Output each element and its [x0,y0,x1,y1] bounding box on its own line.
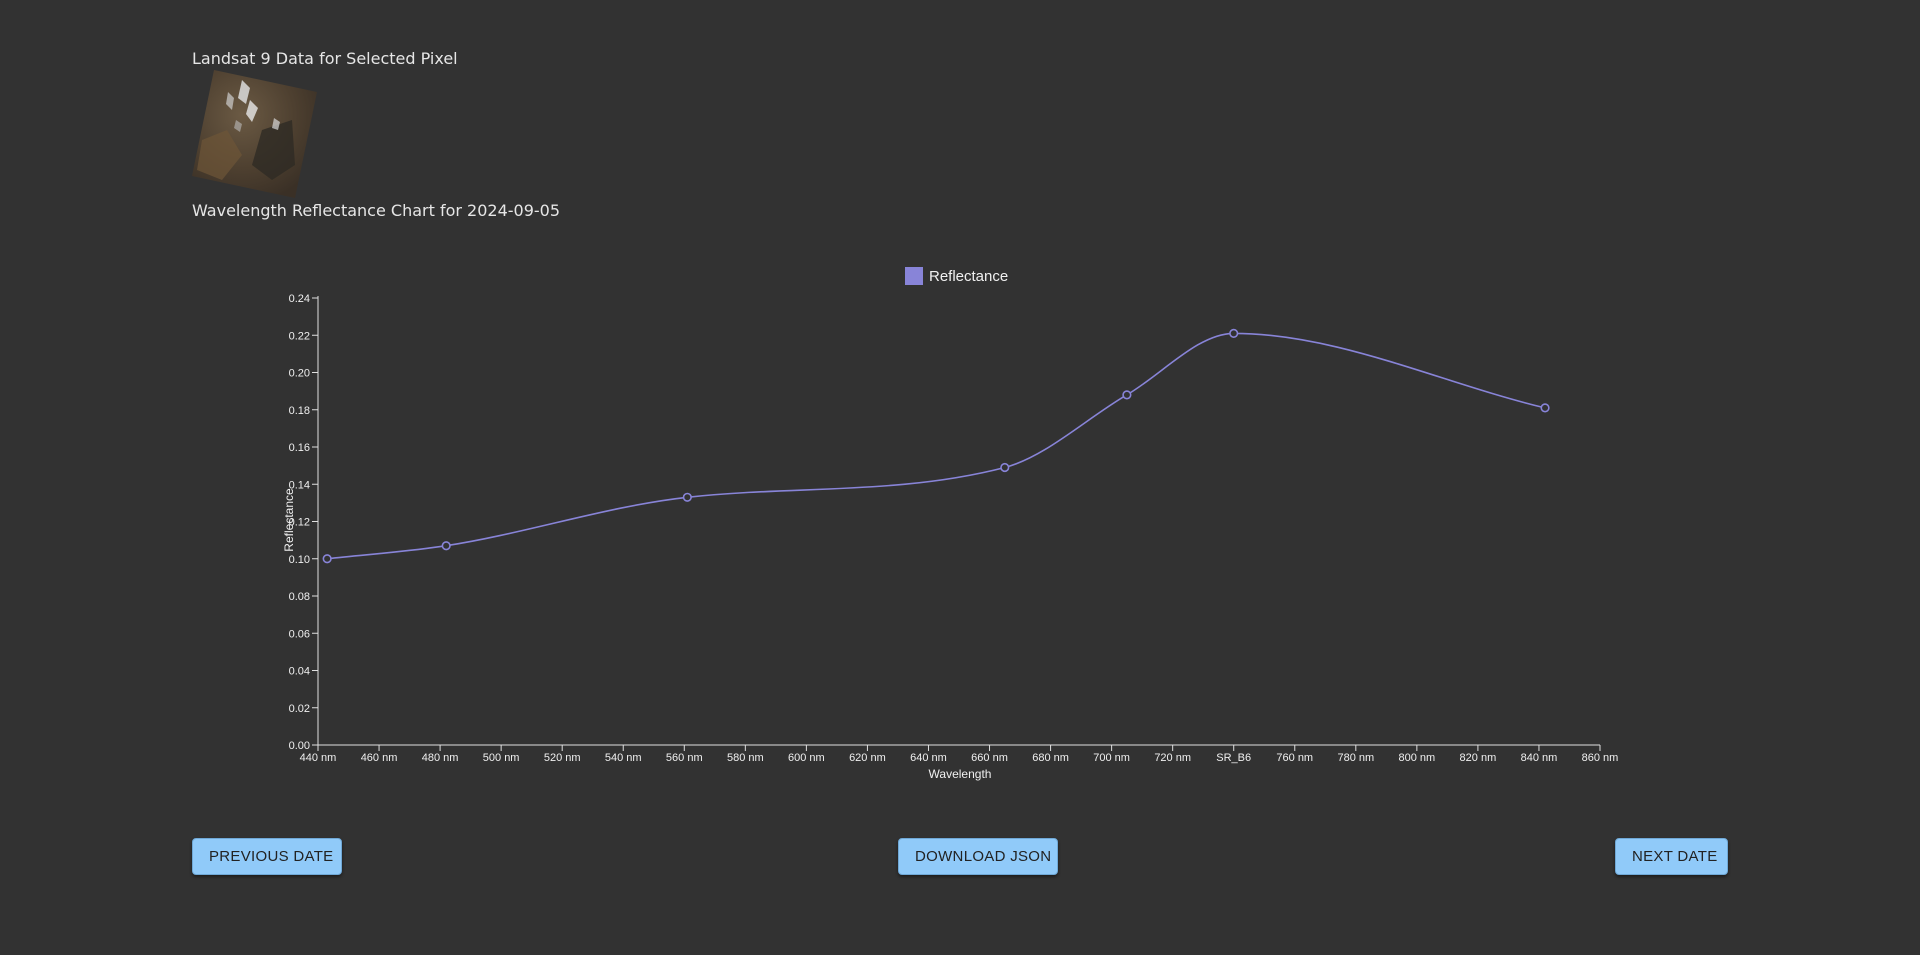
x-tick-label: 680 nm [1032,752,1069,764]
x-tick-label: 500 nm [483,752,520,764]
data-point [1122,390,1132,400]
y-tick-label: 0.06 [289,628,310,640]
x-tick-label: 480 nm [422,752,459,764]
legend-label: Reflectance [929,268,1008,285]
x-tick-label: 580 nm [727,752,764,764]
x-tick-label: 600 nm [788,752,825,764]
x-tick-label: 620 nm [849,752,886,764]
x-tick-label: 640 nm [910,752,947,764]
data-point [1540,403,1550,413]
previous-date-button[interactable]: PREVIOUS DATE [192,838,342,875]
y-tick-label: 0.18 [289,405,310,417]
legend-swatch [905,267,923,285]
y-tick-label: 0.24 [289,293,310,305]
legend: Reflectance [905,267,1008,285]
x-tick-label: 460 nm [361,752,398,764]
y-tick-label: 0.12 [289,517,310,529]
data-point [682,492,692,502]
y-tick-label: 0.20 [289,368,310,380]
chart-series [322,328,1550,564]
x-tick-label: 660 nm [971,752,1008,764]
data-point [322,554,332,564]
y-tick-label: 0.22 [289,330,310,342]
x-tick-label: 560 nm [666,752,703,764]
y-tick-label: 0.08 [289,591,310,603]
x-tick-label: 760 nm [1276,752,1313,764]
y-tick-label: 0.14 [289,479,310,491]
y-tick-label: 0.02 [289,703,310,715]
x-tick-label: 700 nm [1093,752,1130,764]
data-point [441,541,451,551]
x-tick-label: 720 nm [1154,752,1191,764]
y-tick-label: 0.00 [289,740,310,752]
y-tick-label: 0.10 [289,554,310,566]
data-point [1229,328,1239,338]
chart-title: Wavelength Reflectance Chart for 2024-09… [192,201,561,220]
x-tick-label: 440 nm [300,752,337,764]
x-tick-label: 780 nm [1337,752,1374,764]
download-json-button[interactable]: DOWNLOAD JSON [898,838,1058,875]
x-tick-label: 840 nm [1521,752,1558,764]
x-tick-label: 540 nm [605,752,642,764]
y-tick-label: 0.04 [289,666,310,678]
series-line [327,332,1546,560]
page-title: Landsat 9 Data for Selected Pixel [192,49,458,68]
x-axis-label: Wavelength [929,767,992,781]
x-tick-label: 520 nm [544,752,581,764]
x-tick-label: 800 nm [1399,752,1436,764]
chart-axes: 0.00 0.02 0.04 0.06 0.08 0.10 0.12 0.14 0.16 0.18… [289,293,1619,764]
x-tick-label: SR_B6 [1216,752,1251,764]
next-date-button[interactable]: NEXT DATE [1615,838,1728,875]
x-tick-label: 820 nm [1460,752,1497,764]
data-point [1000,462,1010,473]
satellite-thumbnail [192,70,317,198]
y-axis-label: Reflectance [282,488,296,552]
y-tick-label: 0.16 [289,442,310,454]
x-tick-label: 860 nm [1582,752,1619,764]
